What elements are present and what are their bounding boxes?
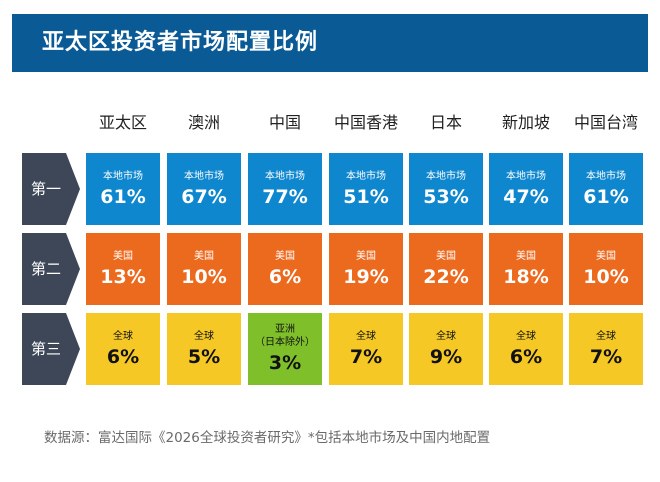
cell-market-label: 美国	[194, 250, 214, 262]
rank-tab-arrow	[22, 153, 80, 225]
cell-market-label: 美国	[356, 250, 376, 262]
cell-percentage: 61%	[100, 185, 146, 208]
allocation-cell: 亚洲 （日本除外） 3%	[248, 313, 322, 385]
cell-market-label: 本地市场	[346, 170, 386, 182]
column-header: 澳洲	[187, 113, 220, 132]
allocation-cell: 全球 9%	[409, 313, 483, 385]
allocation-cell: 全球 7%	[329, 313, 403, 385]
allocation-cell: 美国 22%	[409, 233, 483, 305]
cell-percentage: 22%	[423, 265, 469, 288]
rank-tab-arrow	[22, 313, 80, 385]
cell-percentage: 5%	[187, 345, 221, 368]
rank-tab: 第二	[22, 233, 80, 305]
column-header: 中国香港	[333, 113, 398, 132]
cell-percentage: 19%	[343, 265, 389, 288]
rank-tab-shape	[22, 313, 80, 385]
cell-percentage: 77%	[262, 185, 308, 208]
rank-label: 第三	[30, 340, 61, 358]
cell-percentage: 6%	[268, 265, 302, 288]
cell-market-label: 本地市场	[426, 170, 466, 182]
cell-market-label: 全球	[356, 330, 376, 342]
allocation-cell: 本地市场 77%	[248, 153, 322, 225]
cell-market-label: 美国	[516, 250, 536, 262]
rank-tab: 第一	[22, 153, 80, 225]
allocation-cell: 本地市场 53%	[409, 153, 483, 225]
cell-market-label: 本地市场	[184, 170, 224, 182]
cell-percentage: 67%	[181, 185, 227, 208]
cell-market-label: 美国	[436, 250, 456, 262]
title-banner: 亚太区投资者市场配置比例	[12, 14, 648, 72]
cell-percentage: 10%	[181, 265, 227, 288]
allocation-cell: 全球 6%	[86, 313, 160, 385]
cell-percentage: 51%	[343, 185, 389, 208]
rank-label: 第二	[30, 260, 61, 278]
allocation-cell: 美国 10%	[569, 233, 643, 305]
rank-tab-shape	[22, 153, 80, 225]
allocation-cell: 本地市场 47%	[489, 153, 563, 225]
column-header: 新加坡	[501, 113, 550, 132]
cell-percentage: 7%	[589, 345, 623, 368]
allocation-cell: 全球 6%	[489, 313, 563, 385]
column-header: 中国	[268, 113, 301, 132]
cell-market-label: 本地市场	[265, 170, 305, 182]
cell-percentage: 13%	[100, 265, 146, 288]
column-header: 亚太区	[98, 113, 147, 132]
cell-percentage: 10%	[583, 265, 629, 288]
cell-market-label: 美国	[596, 250, 616, 262]
allocation-cell: 美国 10%	[167, 233, 241, 305]
source-note: 数据源：富达国际《2026全球投资者研究》*包括本地市场及中国内地配置	[44, 430, 491, 446]
cell-market-label: 全球	[436, 330, 456, 342]
cell-market-label: 亚洲 （日本除外）	[255, 324, 315, 348]
allocation-cell: 美国 13%	[86, 233, 160, 305]
cell-percentage: 61%	[583, 185, 629, 208]
cell-percentage: 7%	[349, 345, 383, 368]
allocation-cell: 本地市场 61%	[86, 153, 160, 225]
allocation-cell: 本地市场 67%	[167, 153, 241, 225]
cell-market-label: 全球	[194, 330, 214, 342]
cell-market-label: 本地市场	[103, 170, 143, 182]
cell-percentage: 9%	[429, 345, 463, 368]
cell-market-label: 全球	[113, 330, 133, 342]
page-title: 亚太区投资者市场配置比例	[42, 30, 319, 55]
cell-market-label: 本地市场	[586, 170, 626, 182]
cell-market-label: 全球	[596, 330, 616, 342]
cell-percentage: 18%	[503, 265, 549, 288]
allocation-cell: 美国 18%	[489, 233, 563, 305]
cell-percentage: 6%	[509, 345, 543, 368]
allocation-cell: 美国 19%	[329, 233, 403, 305]
rank-tab-shape	[22, 233, 80, 305]
cell-market-label: 美国	[113, 250, 133, 262]
cell-market-label: 美国	[275, 250, 295, 262]
allocation-cell: 本地市场 61%	[569, 153, 643, 225]
allocation-cell: 本地市场 51%	[329, 153, 403, 225]
cell-percentage: 6%	[106, 345, 140, 368]
cell-percentage: 53%	[423, 185, 469, 208]
allocation-cell: 全球 7%	[569, 313, 643, 385]
column-header: 日本	[429, 113, 462, 132]
cell-percentage: 47%	[503, 185, 549, 208]
allocation-cell: 全球 5%	[167, 313, 241, 385]
column-header: 中国台湾	[573, 113, 638, 132]
cell-market-label: 全球	[516, 330, 536, 342]
rank-label: 第一	[30, 180, 61, 198]
allocation-cell: 美国 6%	[248, 233, 322, 305]
rank-tab: 第三	[22, 313, 80, 385]
cell-percentage: 3%	[268, 352, 302, 374]
cell-market-label: 本地市场	[506, 170, 546, 182]
rank-tab-arrow	[22, 233, 80, 305]
